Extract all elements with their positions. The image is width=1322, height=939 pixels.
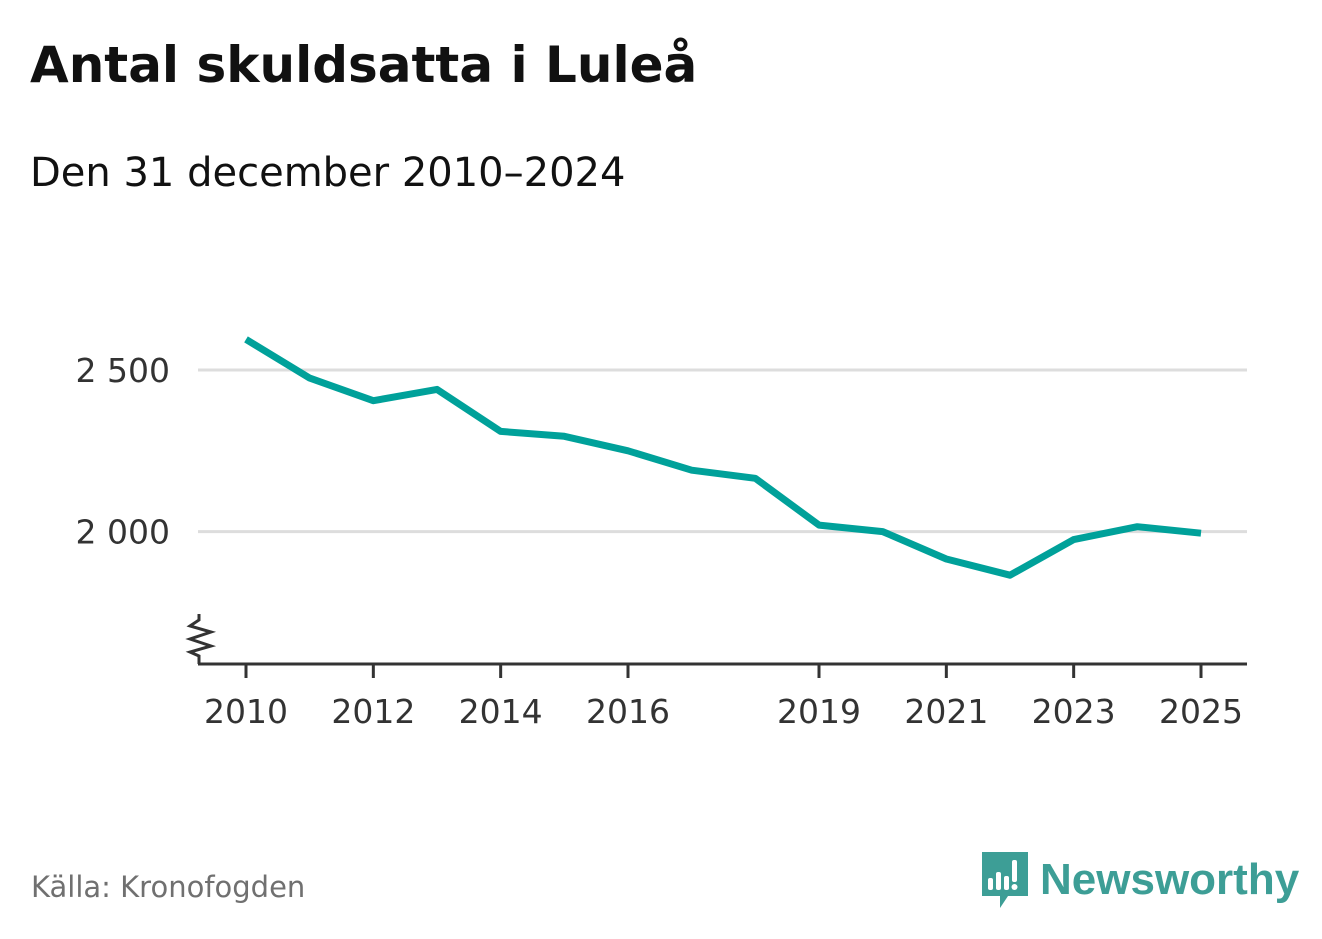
x-tick-label: 2023: [1032, 692, 1116, 731]
x-axis-ticks: 2010 2012 2014 2016 2019 2021 2023 2025: [204, 664, 1243, 731]
chart-title: Antal skuldsatta i Luleå: [30, 36, 698, 94]
x-tick-label: 2016: [586, 692, 670, 731]
y-tick-label: 2 500: [76, 351, 170, 390]
axis-break-symbol: [185, 614, 217, 664]
x-tick-label: 2012: [331, 692, 415, 731]
x-tick-label: 2025: [1159, 692, 1243, 731]
series-line-0: [244, 336, 1202, 579]
gridlines: [198, 368, 1247, 534]
brand-logo: Newsworthy: [980, 850, 1299, 910]
y-tick-label: 2 000: [76, 513, 170, 552]
source-note: Källa: Kronofogden: [31, 870, 306, 904]
x-tick-label: 2014: [459, 692, 543, 731]
series-layer: [244, 336, 1202, 579]
newsworthy-logo-icon: [982, 852, 1028, 908]
y-axis-tick-labels: 2 000 2 500: [76, 351, 170, 552]
chart-subtitle: Den 31 december 2010–2024: [30, 150, 626, 196]
x-axis: [185, 614, 1247, 666]
x-tick-label: 2019: [777, 692, 861, 731]
brand-name: Newsworthy: [1040, 855, 1300, 904]
x-tick-label: 2010: [204, 692, 288, 731]
x-tick-label: 2021: [904, 692, 988, 731]
